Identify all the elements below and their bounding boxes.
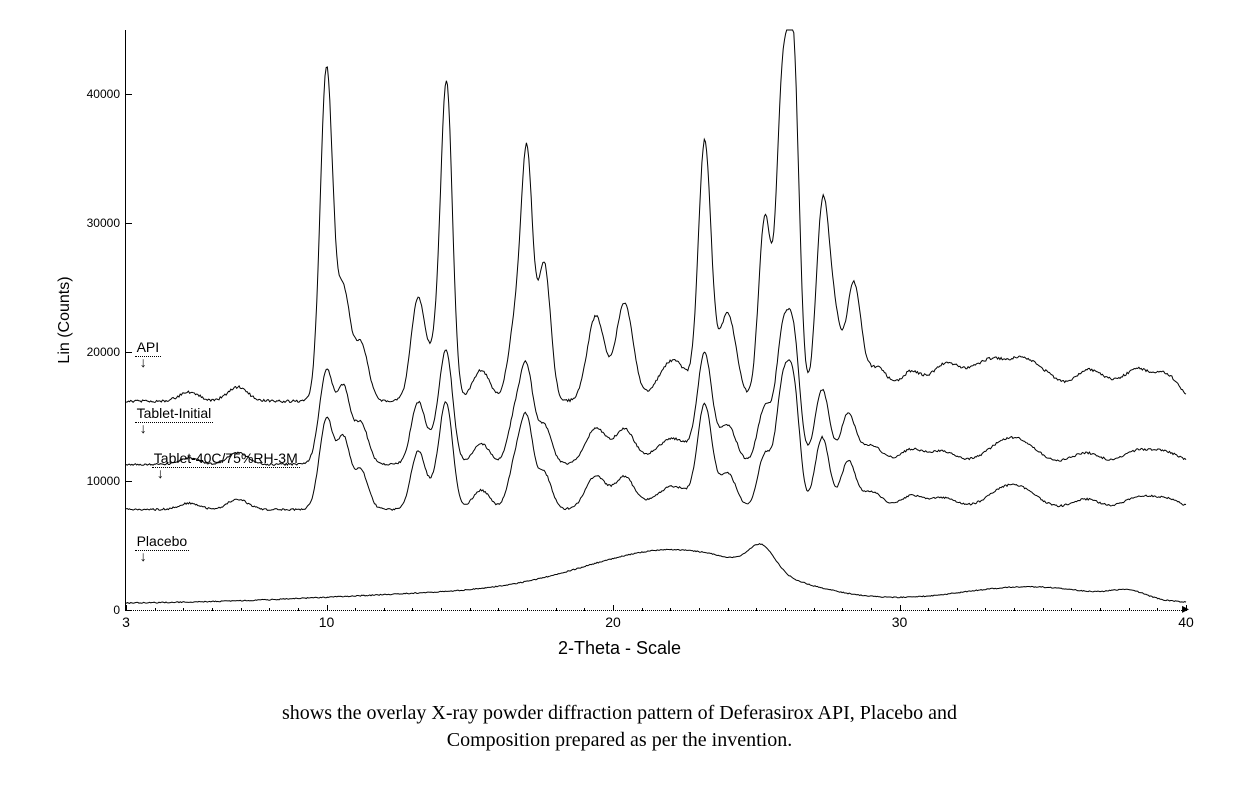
series-label-tablet-40c-75-rh-3m: Tablet-40C/75%RH-3M [152, 450, 300, 468]
figure-caption: shows the overlay X-ray powder diffracti… [170, 700, 1070, 754]
x-tick-label: 40 [1178, 610, 1194, 630]
x-ticks [126, 607, 1186, 611]
y-tick [126, 481, 132, 482]
series-arrow-icon: ↓ [140, 551, 147, 565]
y-tick-label: 40000 [87, 87, 126, 101]
y-tick-label: 10000 [87, 474, 126, 488]
x-tick-label: 30 [892, 610, 908, 630]
trace-tablet-initial [126, 309, 1186, 466]
trace-tablet-40c-75-rh-3m [126, 360, 1186, 511]
page-root: ▸ 010000200003000040000310203040Placebo↓… [0, 0, 1239, 799]
y-tick-label: 20000 [87, 345, 126, 359]
xrpd-traces [126, 30, 1186, 610]
plot-area: ▸ 010000200003000040000310203040Placebo↓… [125, 30, 1186, 611]
x-tick-label: 3 [122, 610, 130, 630]
caption-line-2: Composition prepared as per the inventio… [447, 729, 792, 751]
y-tick-label: 30000 [87, 216, 126, 230]
series-arrow-icon: ↓ [140, 357, 147, 371]
trace-api [126, 30, 1186, 403]
y-tick [126, 352, 132, 353]
series-label-placebo: Placebo [135, 533, 190, 551]
x-axis-title: 2-Theta - Scale [558, 638, 681, 659]
x-tick-label: 10 [319, 610, 335, 630]
series-label-tablet-initial: Tablet-Initial [135, 405, 214, 423]
trace-placebo [126, 544, 1186, 604]
series-arrow-icon: ↓ [157, 468, 164, 482]
y-axis-title: Lin (Counts) [56, 276, 74, 363]
x-tick-label: 20 [605, 610, 621, 630]
series-label-api: API [135, 339, 162, 357]
caption-line-1: shows the overlay X-ray powder diffracti… [282, 702, 957, 724]
y-tick [126, 223, 132, 224]
y-tick [126, 94, 132, 95]
series-arrow-icon: ↓ [140, 423, 147, 437]
